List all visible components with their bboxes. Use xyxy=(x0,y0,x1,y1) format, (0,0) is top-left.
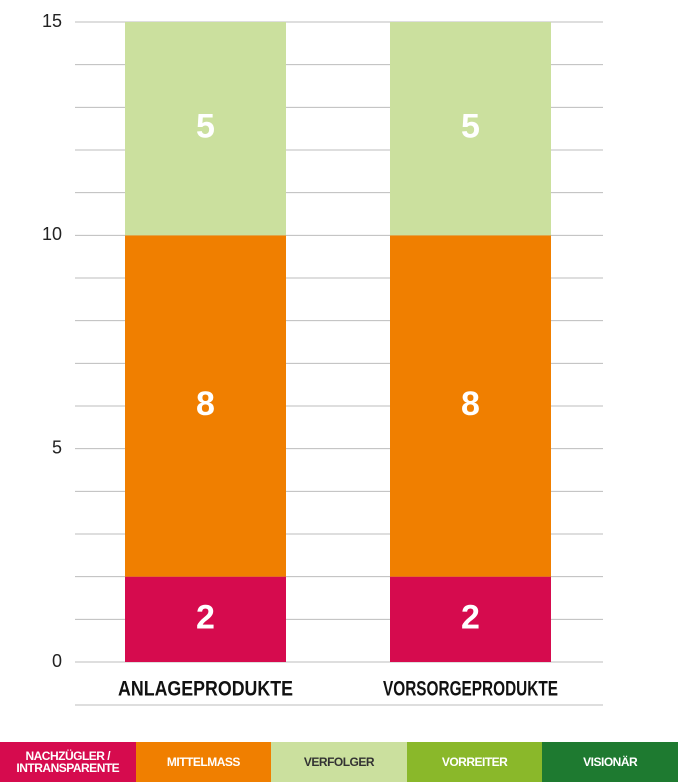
legend-item: NACHZÜGLER / INTRANSPARENTE xyxy=(0,742,136,782)
legend-item: VISIONÄR xyxy=(542,742,678,782)
legend: NACHZÜGLER / INTRANSPARENTE MITTELMASS VER… xyxy=(0,742,678,782)
data-label: 2 xyxy=(196,598,215,636)
y-tick-label: 10 xyxy=(42,224,62,244)
data-label: 8 xyxy=(196,385,215,423)
data-label: 2 xyxy=(461,598,480,636)
legend-item: MITTELMASS xyxy=(135,742,272,782)
y-tick-label: 0 xyxy=(52,651,62,671)
data-label: 8 xyxy=(461,385,480,423)
y-tick-label: 15 xyxy=(42,11,62,31)
y-tick-label: 5 xyxy=(52,437,62,457)
bar-segment xyxy=(125,576,286,662)
chart: 0 5 10 15 2 8 5 ANLAGEPRODUKTE 2 8 5 VORSORGEPRODUK… xyxy=(42,11,603,706)
bar-segment xyxy=(390,576,551,662)
data-label: 5 xyxy=(461,108,480,146)
bar-segment xyxy=(390,22,551,236)
bar-segment xyxy=(125,22,286,236)
x-tick-label: ANLAGEPRODUKTE xyxy=(118,678,293,701)
legend-item: VERFOLGER xyxy=(271,742,407,782)
data-label: 5 xyxy=(196,108,215,146)
legend-item: VORREITER xyxy=(406,742,543,782)
bar-segment xyxy=(390,235,551,577)
bar-segment xyxy=(125,235,286,577)
x-tick-label: VORSORGEPRODUKTE xyxy=(383,678,558,701)
